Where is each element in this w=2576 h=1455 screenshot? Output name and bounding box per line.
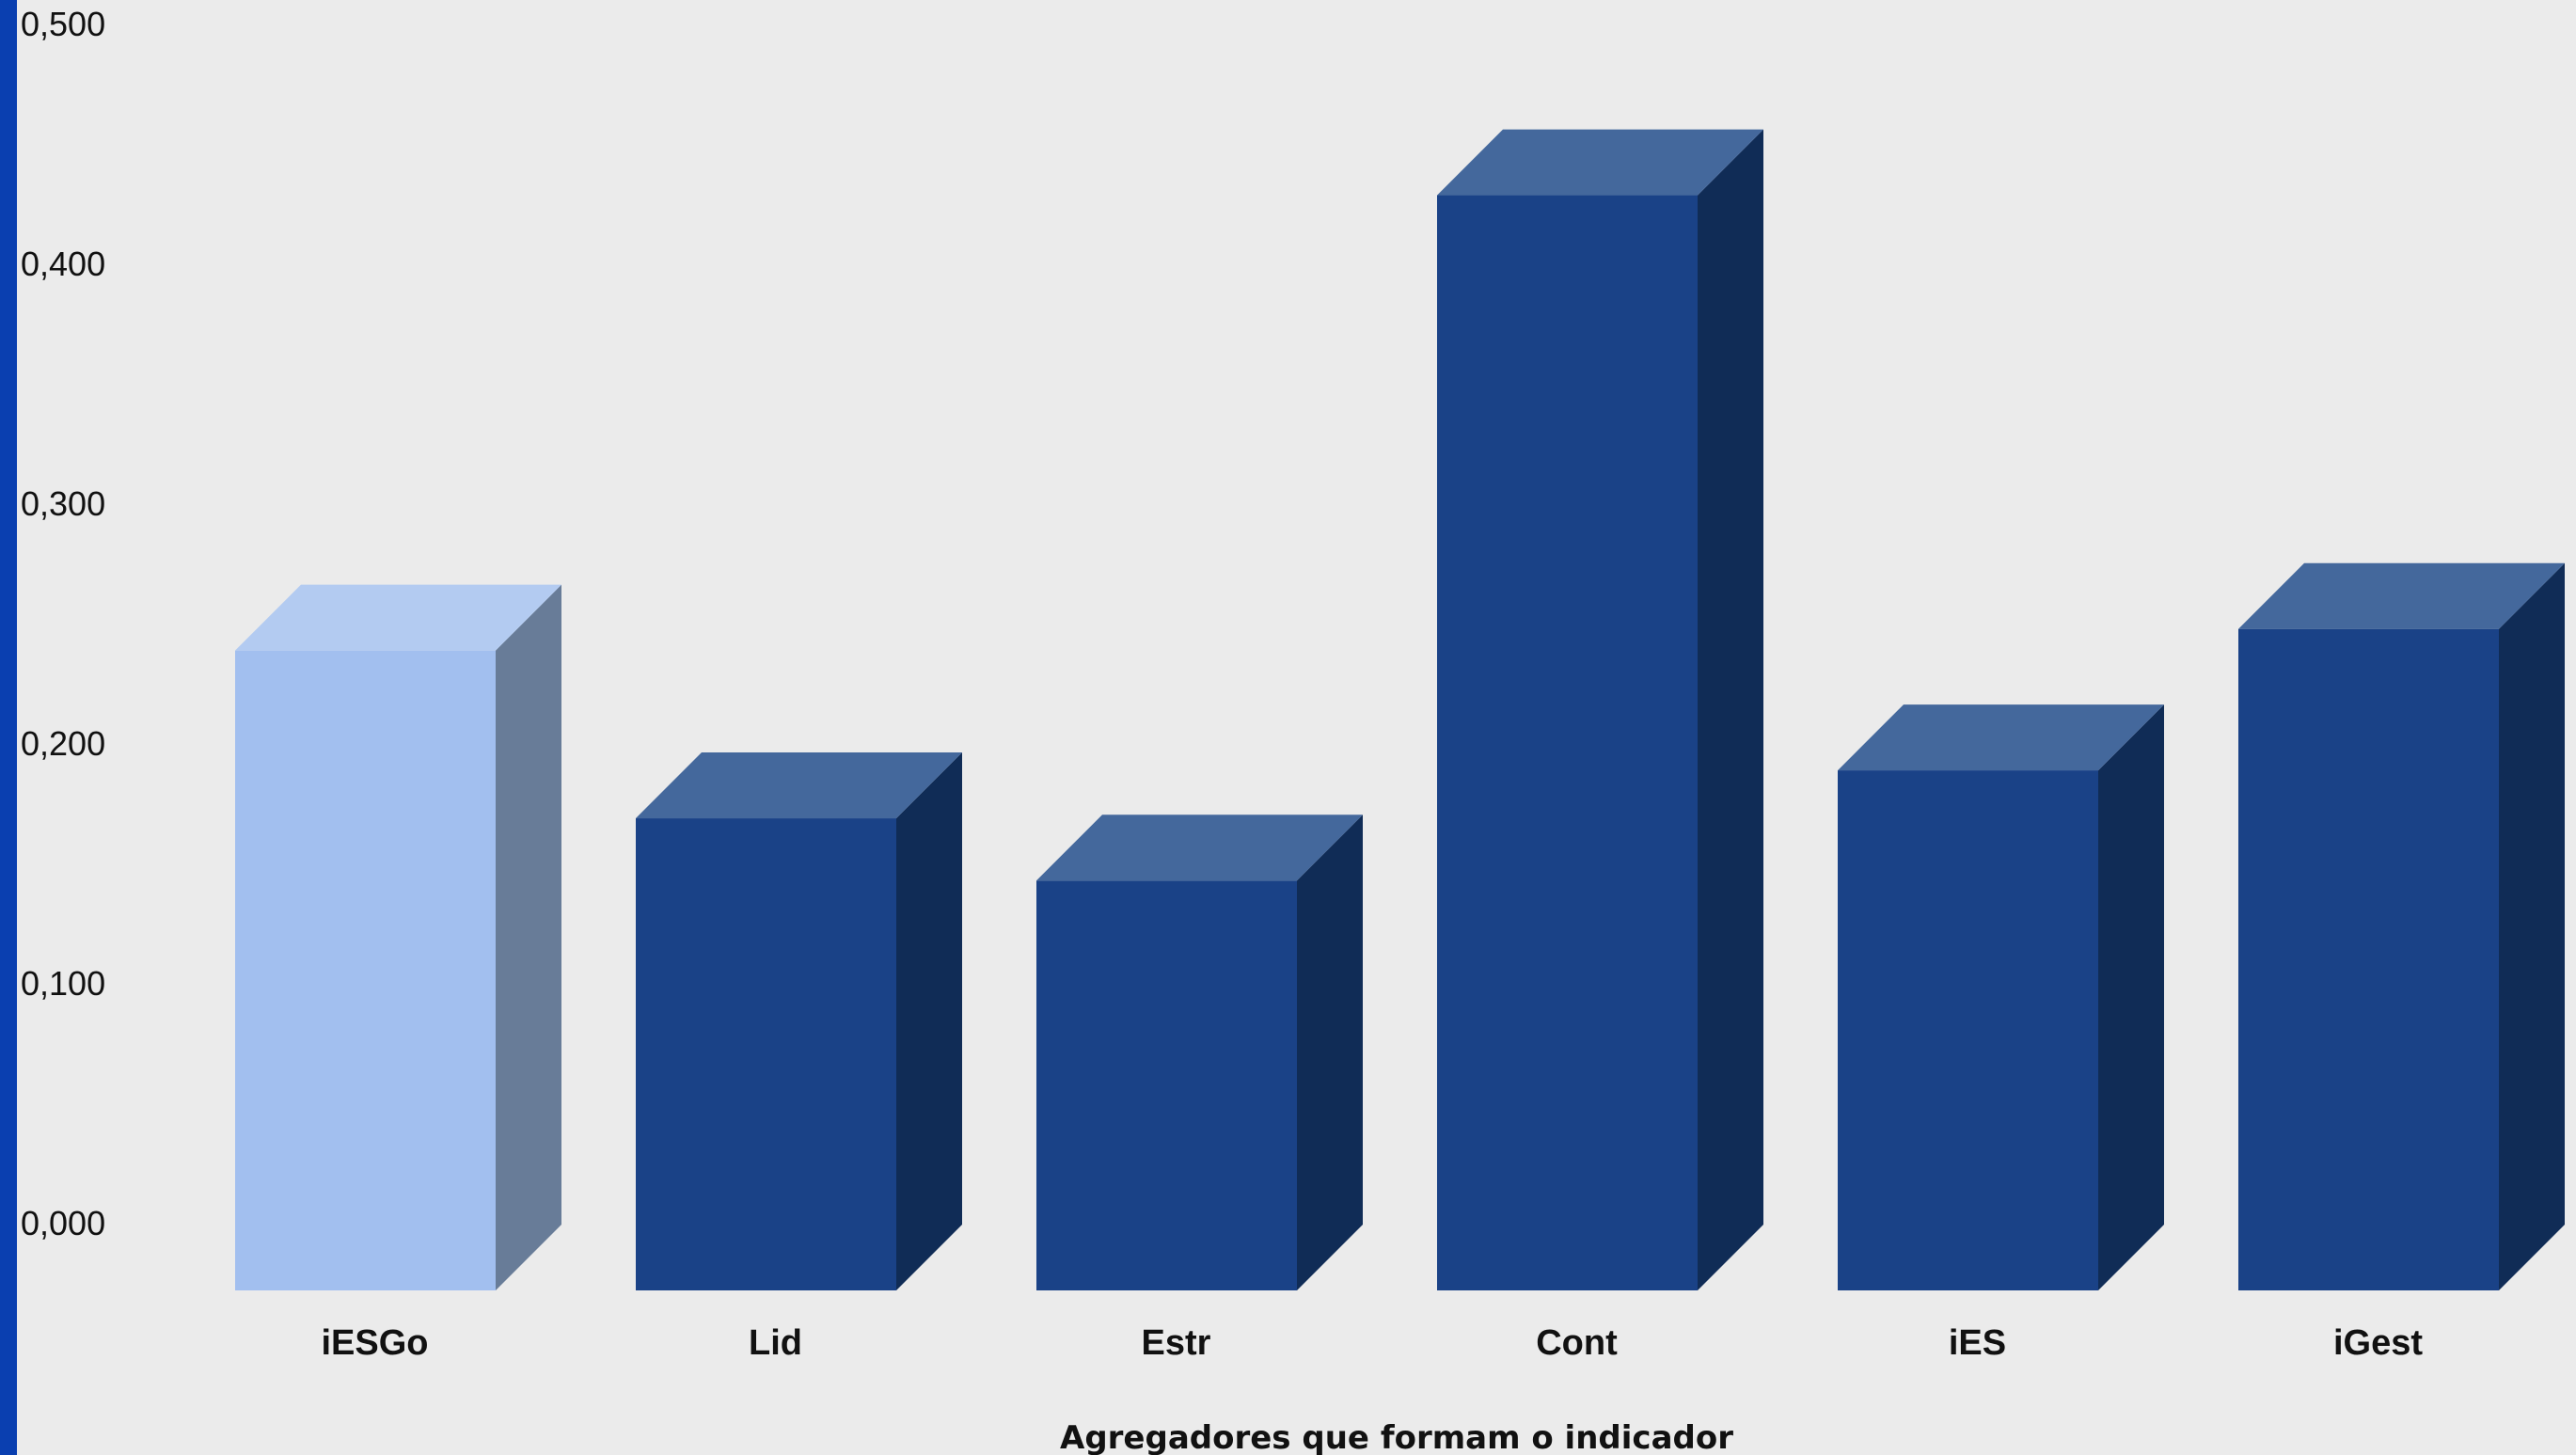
- x-axis-title: Agregadores que formam o indicador: [1060, 1419, 1733, 1455]
- x-tick-label: iES: [1949, 1323, 2006, 1363]
- bar-side-face: [1698, 129, 1763, 1291]
- bar-iesgo: [235, 584, 561, 1290]
- bar-top-face: [1437, 129, 1763, 196]
- x-tick-label: Estr: [1142, 1323, 1211, 1363]
- y-tick-label: 0,000: [21, 1204, 105, 1242]
- bar-top-face: [1036, 814, 1363, 881]
- bar-front-face: [1838, 770, 2098, 1290]
- bar-side-face: [496, 584, 561, 1290]
- bar-front-face: [1036, 880, 1297, 1290]
- y-tick-label: 0,200: [21, 724, 105, 763]
- bar-side-face: [2499, 562, 2565, 1290]
- x-tick-label: Cont: [1536, 1323, 1618, 1363]
- y-tick-label: 0,500: [21, 5, 105, 43]
- y-tick-label: 0,300: [21, 484, 105, 523]
- y-tick-label: 0,400: [21, 245, 105, 283]
- bar-side-face: [896, 752, 962, 1290]
- bar-front-face: [1437, 195, 1698, 1291]
- y-axis: 0,000 0,100 0,200 0,300 0,400 0,500: [21, 5, 105, 1242]
- bar-top-face: [636, 752, 962, 819]
- bar-estr: [1036, 814, 1363, 1290]
- bar-front-face: [636, 818, 896, 1290]
- left-accent-bar: [0, 0, 17, 1455]
- bar-side-face: [2098, 704, 2164, 1290]
- bar-igest: [2238, 562, 2565, 1290]
- x-tick-label: iGest: [2333, 1323, 2423, 1363]
- bar-cont: [1437, 129, 1763, 1291]
- bar-ies: [1838, 704, 2164, 1290]
- y-tick-label: 0,100: [21, 964, 105, 1003]
- bar-side-face: [1297, 814, 1363, 1290]
- x-tick-label: Lid: [749, 1323, 802, 1363]
- bar-top-face: [235, 584, 561, 651]
- bar-front-face: [235, 650, 496, 1290]
- x-axis: iESGo Lid Estr Cont iES iGest: [321, 1323, 2423, 1363]
- bars: [235, 129, 2565, 1291]
- bar-top-face: [2238, 562, 2565, 629]
- x-tick-label: iESGo: [321, 1323, 428, 1363]
- bar-top-face: [1838, 704, 2164, 771]
- bar-front-face: [2238, 628, 2499, 1290]
- bar-lid: [636, 752, 962, 1290]
